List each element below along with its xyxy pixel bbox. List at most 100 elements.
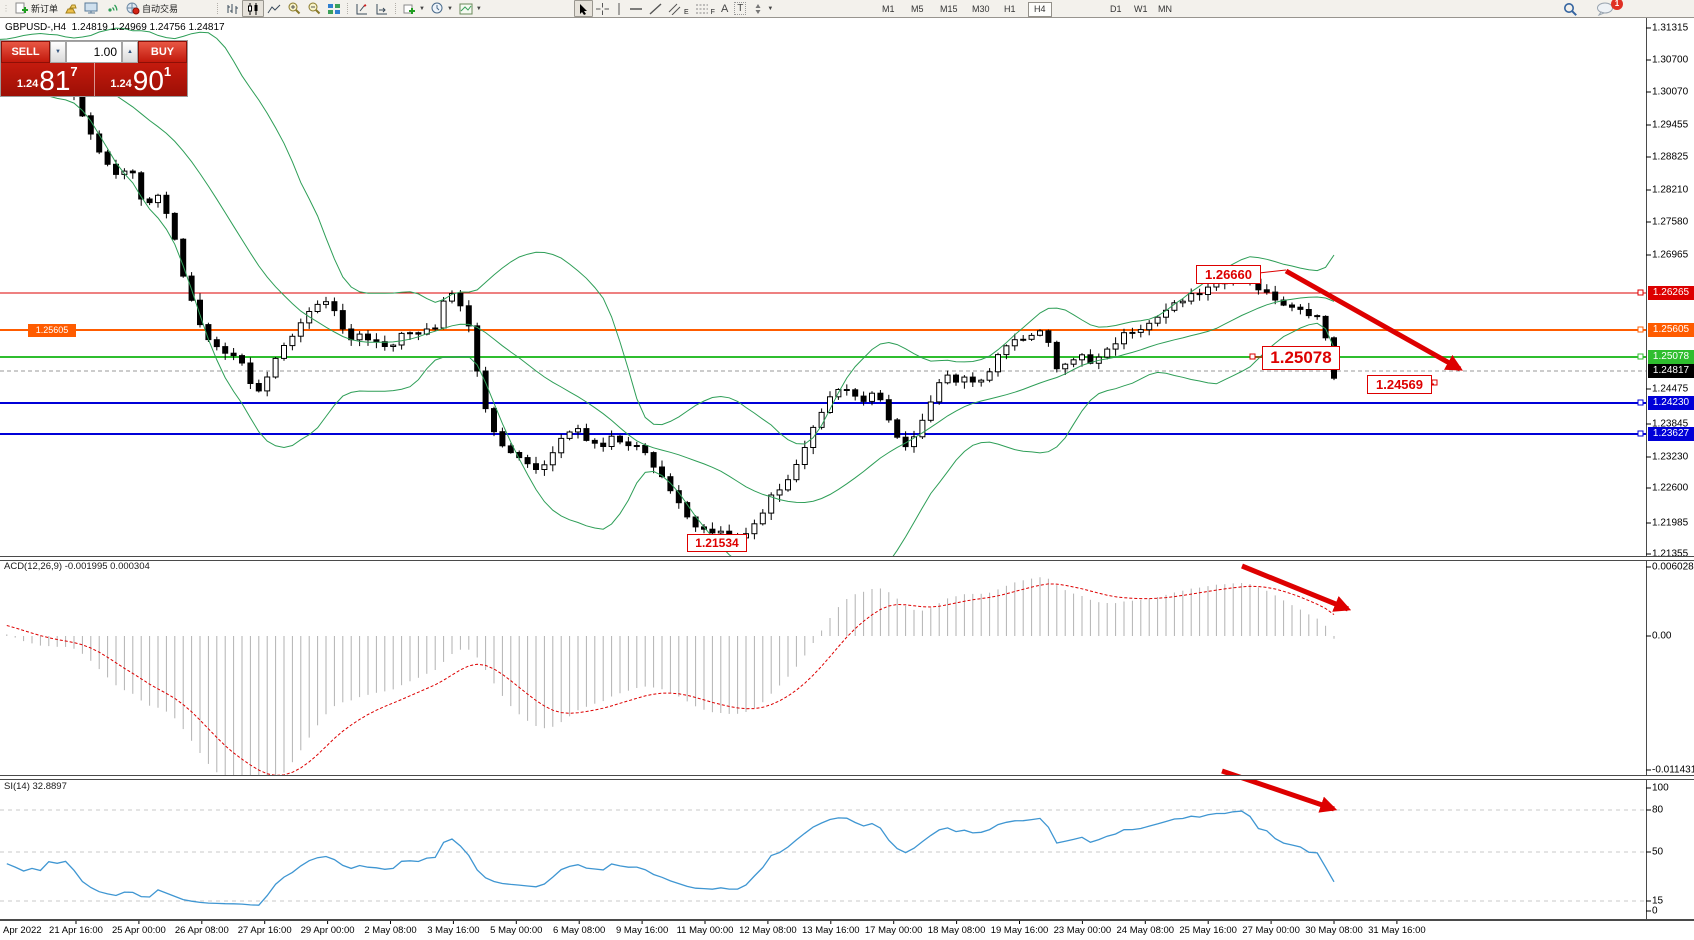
autotrading-button[interactable]: 自动交易 <box>123 1 181 16</box>
search-button[interactable] <box>1560 1 1581 16</box>
pane-divider-rsi[interactable] <box>0 775 1694 780</box>
candle-body <box>995 354 1001 373</box>
trend-arrow-1[interactable] <box>1241 563 1352 612</box>
line-anchor-square[interactable] <box>1249 353 1256 360</box>
candle-body <box>507 445 514 454</box>
candle-body <box>776 489 783 496</box>
line-chart-button[interactable] <box>264 1 284 16</box>
fibonacci-tool-button[interactable]: F <box>692 1 718 16</box>
toolbar: ⋮ 新订单 <box>0 0 1694 18</box>
signal-button[interactable] <box>102 1 123 16</box>
candle-body <box>633 445 640 447</box>
zoom-in-button[interactable] <box>284 1 304 16</box>
notification-badge: 1 <box>1611 0 1623 10</box>
bar-chart-button[interactable] <box>222 1 242 16</box>
line-anchor-square[interactable] <box>1637 430 1644 437</box>
add-indicator-dropdown[interactable]: ▼ <box>400 1 428 16</box>
price-tick-1.23845: 1.23845 <box>1652 418 1689 430</box>
auto-scroll-button[interactable] <box>372 1 392 16</box>
dropdown-caret-icon: ▼ <box>767 5 774 12</box>
tf-button-MN[interactable]: MN <box>1158 4 1172 14</box>
vertical-line-tool-button[interactable] <box>612 1 626 16</box>
candle-body <box>96 133 103 153</box>
trendline-icon <box>649 2 662 15</box>
crosshair-tool-button[interactable] <box>593 1 612 16</box>
candle-body <box>440 300 447 329</box>
candle-body <box>222 346 229 354</box>
sell-button[interactable]: SELL <box>1 41 50 63</box>
clock-icon <box>431 2 443 14</box>
cursor-tool-button[interactable] <box>574 0 593 17</box>
sell-price[interactable]: 1.24 81 7 <box>1 63 94 96</box>
price-badge-1.24230: 1.24230 <box>1648 396 1694 410</box>
volume-input[interactable] <box>66 41 122 63</box>
buy-price[interactable]: 1.24 90 1 <box>93 63 188 96</box>
candle-body <box>625 441 632 447</box>
chart-shift-button[interactable] <box>352 1 372 16</box>
line-anchor-square[interactable] <box>1637 289 1644 296</box>
terminal-button[interactable] <box>81 1 102 16</box>
trendline-tool-button[interactable] <box>646 1 665 16</box>
tf-button-M15[interactable]: M15 <box>940 4 958 14</box>
tf-button-M30[interactable]: M30 <box>972 4 990 14</box>
template-dropdown[interactable]: ▼ <box>456 1 485 16</box>
line-anchor-square[interactable] <box>1637 326 1644 333</box>
new-order-button[interactable]: 新订单 <box>12 1 61 16</box>
candle-body <box>146 198 153 204</box>
candle-body <box>1263 289 1270 293</box>
candle-body <box>659 466 665 478</box>
candle-body <box>398 332 405 346</box>
channel-tool-button[interactable]: E <box>665 1 692 16</box>
time-label-0: Apr 2022 <box>3 925 42 936</box>
tf-button-M5[interactable]: M5 <box>911 4 924 14</box>
toolbar-drag-handle[interactable]: ⋮ <box>2 4 10 13</box>
price-annotation-1.25078[interactable]: 1.25078 <box>1262 346 1340 370</box>
candle-body <box>381 341 388 348</box>
line-anchor-square[interactable] <box>1637 353 1644 360</box>
add-indicator-icon <box>403 4 415 14</box>
candle-body <box>591 439 598 444</box>
tf-button-M1[interactable]: M1 <box>882 4 895 14</box>
candle-body <box>297 322 304 337</box>
candlestick-chart-button[interactable] <box>242 0 264 17</box>
label-tool-button[interactable]: T <box>731 1 749 16</box>
time-label-13: 13 May 16:00 <box>802 925 860 936</box>
candle-body <box>944 374 951 384</box>
tile-windows-button[interactable] <box>324 1 344 16</box>
line-anchor-square[interactable] <box>1637 399 1644 406</box>
tf-button-W1[interactable]: W1 <box>1134 4 1148 14</box>
price-annotation-1.24569[interactable]: 1.24569 <box>1367 375 1432 394</box>
buy-button[interactable]: BUY <box>138 41 187 63</box>
candle-body <box>255 383 262 392</box>
price-annotation-1.26660[interactable]: 1.26660 <box>1196 265 1261 284</box>
candle-body <box>356 333 363 341</box>
tf-button-H1[interactable]: H1 <box>1004 4 1016 14</box>
candle-body <box>516 452 523 459</box>
candle-body <box>104 151 111 165</box>
price-tick-1.30700: 1.30700 <box>1652 54 1689 66</box>
line-anchor-square[interactable] <box>1431 379 1438 386</box>
toolbar-separator <box>217 3 219 14</box>
candle-body <box>171 212 178 240</box>
gold-button[interactable] <box>61 1 81 16</box>
volume-down-button[interactable]: ▼ <box>50 41 66 63</box>
arrows-tool-dropdown[interactable]: ▼ <box>749 1 776 16</box>
candle-body <box>558 437 565 454</box>
price-annotation-1.21534[interactable]: 1.21534 <box>687 534 747 552</box>
zoom-out-button[interactable] <box>304 1 324 16</box>
candle-body <box>1011 339 1018 347</box>
period-dropdown[interactable]: ▼ <box>428 1 456 16</box>
chat-button[interactable]: 1 <box>1593 0 1623 16</box>
signal-icon <box>108 4 118 12</box>
candle-body <box>684 502 691 518</box>
volume-up-button[interactable]: ▲ <box>122 41 138 63</box>
tf-button-H4[interactable]: H4 <box>1028 2 1052 17</box>
text-tool-button[interactable]: A <box>718 1 731 16</box>
time-label-10: 9 May 16:00 <box>615 925 669 936</box>
trend-arrow-0[interactable] <box>1284 268 1463 372</box>
tf-button-D1[interactable]: D1 <box>1110 4 1122 14</box>
pane-divider-macd[interactable] <box>0 556 1694 561</box>
one-click-trading-panel: SELL ▼ ▲ BUY 1.24 81 7 1.24 90 1 <box>0 40 188 97</box>
horizontal-line-tool-button[interactable] <box>626 1 646 16</box>
